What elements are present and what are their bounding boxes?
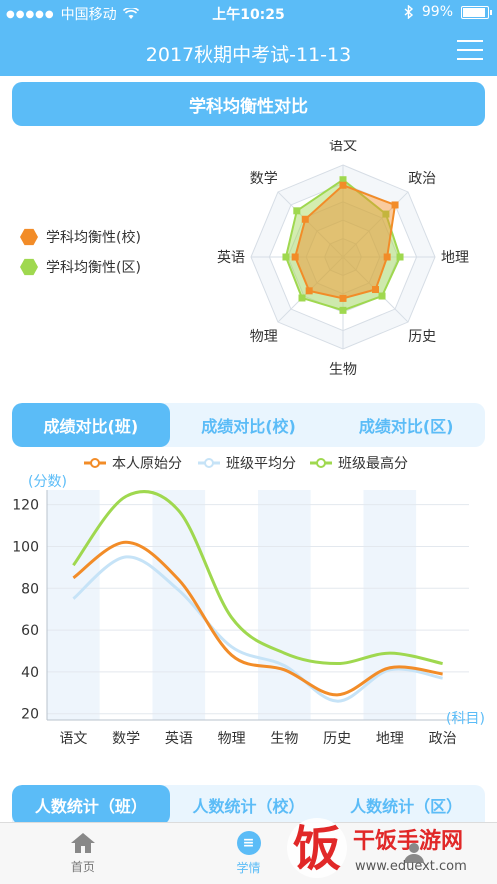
radar-point [396,253,404,261]
y-tick-label: 120 [12,498,39,514]
status-bar: ●●●●● 中国移动 上午10:25 99% [0,0,497,26]
carrier-label: 中国移动 [60,7,117,23]
plot-band [47,490,100,720]
radar-point [301,215,309,223]
plot-band [416,490,469,720]
legend-item-school: 学科均衡性(校) [20,222,141,252]
radar-axis-label: 政治 [408,171,436,187]
tab-count-district[interactable]: 人数统计（区） [350,797,463,816]
tabbar-label: 学情 [236,861,261,875]
x-axis-label: (科目) [446,711,485,727]
y-tick-label: 80 [21,581,39,597]
tabbar-item-profile[interactable] [331,823,497,884]
radar-point [291,253,299,261]
plot-band [363,490,417,720]
x-tick-label: 政治 [429,731,457,747]
y-axis-label: (分数) [28,474,67,490]
legend-label: 班级最高分 [338,455,408,472]
list-icon: ≡ [236,831,261,855]
hexagon-icon [20,258,38,276]
plot-band [205,490,258,720]
radar-point [339,176,347,184]
plot-band [310,490,364,720]
tab-score-class[interactable]: 成绩对比(班) [12,403,170,447]
legend-label: 本人原始分 [112,456,182,472]
x-tick-label: 地理 [376,731,404,747]
radar-axis-label: 数学 [250,171,278,187]
tabbar-item-home[interactable]: 首页 [0,823,166,884]
clock: 上午10:25 [212,7,285,23]
bluetooth-icon [404,5,413,19]
tabbar-item-study[interactable]: ≡ 学情 [166,823,332,884]
plot-band [99,490,153,720]
legend-marker [316,458,326,468]
navigation-bar: 2017秋期中考试-11-13 [0,26,497,76]
radar-axis-label: 地理 [441,250,469,266]
radar-axis-label: 生物 [329,362,357,378]
y-tick-label: 20 [21,707,39,723]
balance-section-header: 学科均衡性对比 [12,82,485,126]
battery-percent: 99% [421,4,453,20]
page-title: 2017秋期中考试-11-13 [145,44,352,66]
tab-score-district[interactable]: 成绩对比(区) [358,417,454,436]
wifi-icon [122,8,139,19]
count-tabs: 人数统计（班） 人数统计（校） 人数统计（区） [12,785,485,825]
score-tabs: 成绩对比(班) 成绩对比(校) 成绩对比(区) [12,403,485,447]
radar-point [382,210,390,218]
radar-axis-label: 语文 [329,140,357,154]
radar-axis-label: 物理 [250,329,278,345]
y-tick-label: 60 [21,623,39,639]
legend-marker [90,458,100,468]
radar-point [378,292,386,300]
radar-legend: 学科均衡性(校) 学科均衡性(区) [20,222,141,282]
radar-axis-label: 英语 [217,249,245,266]
legend-item-district: 学科均衡性(区) [20,252,141,282]
radar-point [293,207,301,215]
radar-spoke [277,191,344,258]
x-tick-label: 英语 [165,730,193,747]
hexagon-icon [20,228,38,246]
y-tick-label: 40 [21,665,39,681]
x-tick-label: 数学 [112,731,140,747]
watermark-glyph: 饭 [293,821,341,877]
series-line [72,555,443,703]
radar-point [305,287,313,295]
radar-axis-label: 历史 [408,329,436,345]
radar-point [339,294,347,302]
battery-icon [461,5,492,19]
radar-point [339,181,347,189]
radar-point [383,253,391,261]
radar-point [339,306,347,314]
radar-point [282,253,290,261]
profile-icon [404,842,425,863]
tab-count-school[interactable]: 人数统计（校） [192,797,305,816]
plot-band [258,490,311,720]
watermark-logo: 饭 干饭手游网 www.eduext.com [287,818,467,878]
legend-marker [204,458,214,468]
watermark-name: 干饭手游网 [353,828,463,854]
radar-point [298,294,306,302]
bottom-tab-bar: 首页 ≡ 学情 [0,822,497,884]
tab-score-school[interactable]: 成绩对比(校) [201,417,296,436]
x-tick-label: 历史 [323,731,351,747]
radar-point [372,286,380,294]
menu-icon[interactable] [457,40,483,62]
tabbar-label: 首页 [70,860,95,874]
x-tick-label: 语文 [59,731,87,747]
radar-point [391,201,399,209]
tab-count-class[interactable]: 人数统计（班） [12,785,170,825]
series-line [72,540,443,697]
legend-label: 学科均衡性(校) [46,230,141,246]
watermark-url: www.eduext.com [355,859,467,874]
legend-label: 学科均衡性(区) [46,260,141,276]
y-tick-label: 100 [12,539,39,555]
series-line [72,490,443,666]
x-tick-label: 物理 [218,731,246,747]
home-icon [70,833,95,853]
score-line-chart: 20 40 60 80 100 120 (分数) (科目) 语文 数学 英语 物理 生物 历史 地理 政治 本人… [12,455,485,747]
x-tick-label: 生物 [270,731,298,747]
signal-icon: ●●●●● [6,8,55,20]
legend-label: 班级平均分 [226,456,296,472]
